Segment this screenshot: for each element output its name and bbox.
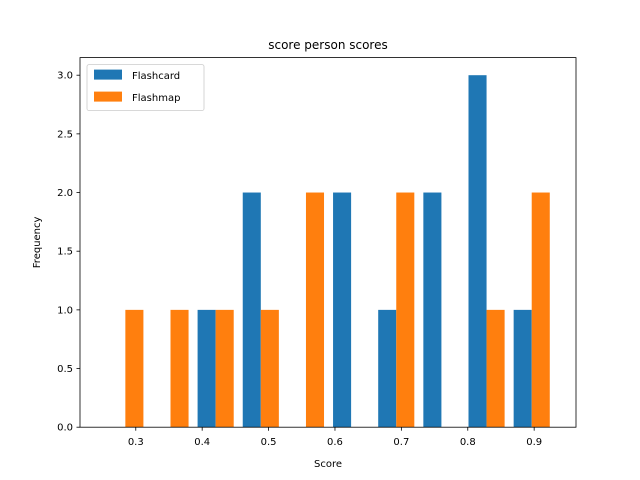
bar-flashmap-9 <box>531 192 550 428</box>
bar-flashmap-8 <box>486 309 505 428</box>
legend-swatch-flashmap <box>94 91 122 102</box>
x-tick-label: 0.3 <box>128 437 144 448</box>
y-axis-label: Frequency <box>32 216 43 268</box>
bar-flashmap-3 <box>260 309 279 428</box>
x-axis-ticks: 0.3 0.4 0.5 0.6 0.7 0.8 0.9 <box>128 427 542 448</box>
legend: Flashcard Flashmap <box>86 64 205 111</box>
bar-flashmap-4 <box>305 192 325 428</box>
y-tick-label: 0.0 <box>57 423 73 434</box>
bar-flashcard-8 <box>468 75 487 428</box>
x-axis-label: Score <box>314 459 342 470</box>
legend-swatch-flashcard <box>94 69 122 80</box>
y-tick-label: 2.0 <box>57 188 73 199</box>
y-tick-label: 3.0 <box>57 71 73 82</box>
y-tick-label: 2.5 <box>57 129 73 140</box>
y-tick-label: 1.5 <box>57 247 73 258</box>
axes-frame <box>79 57 577 428</box>
bar-flashcard-2 <box>197 309 216 428</box>
x-tick-label: 0.6 <box>327 437 343 448</box>
bar-flashcard-9 <box>513 309 532 428</box>
x-tick-label: 0.4 <box>194 437 210 448</box>
legend-label-flashmap: Flashmap <box>132 93 180 104</box>
bar-flashcard-5 <box>333 192 352 428</box>
y-tick-label: 0.5 <box>57 364 73 375</box>
bar-flashcard-7 <box>423 192 442 428</box>
bar-flashmap-0 <box>125 309 144 428</box>
bar-flashmap-2 <box>215 309 234 428</box>
bar-flashcard-3 <box>242 192 261 428</box>
legend-label-flashcard: Flashcard <box>132 71 180 82</box>
bar-flashmap-6 <box>396 192 415 428</box>
chart-title: score person scores <box>268 38 388 52</box>
bar-flashcard-6 <box>378 309 397 428</box>
y-axis-ticks: 0.0 0.5 1.0 1.5 2.0 2.5 3.0 <box>57 71 80 434</box>
y-tick-label: 1.0 <box>57 305 73 316</box>
bar-flashmap-1 <box>170 309 189 428</box>
x-tick-label: 0.5 <box>261 437 277 448</box>
x-tick-label: 0.8 <box>460 437 476 448</box>
x-tick-label: 0.9 <box>526 437 542 448</box>
x-tick-label: 0.7 <box>393 437 409 448</box>
bars-group <box>125 75 550 428</box>
